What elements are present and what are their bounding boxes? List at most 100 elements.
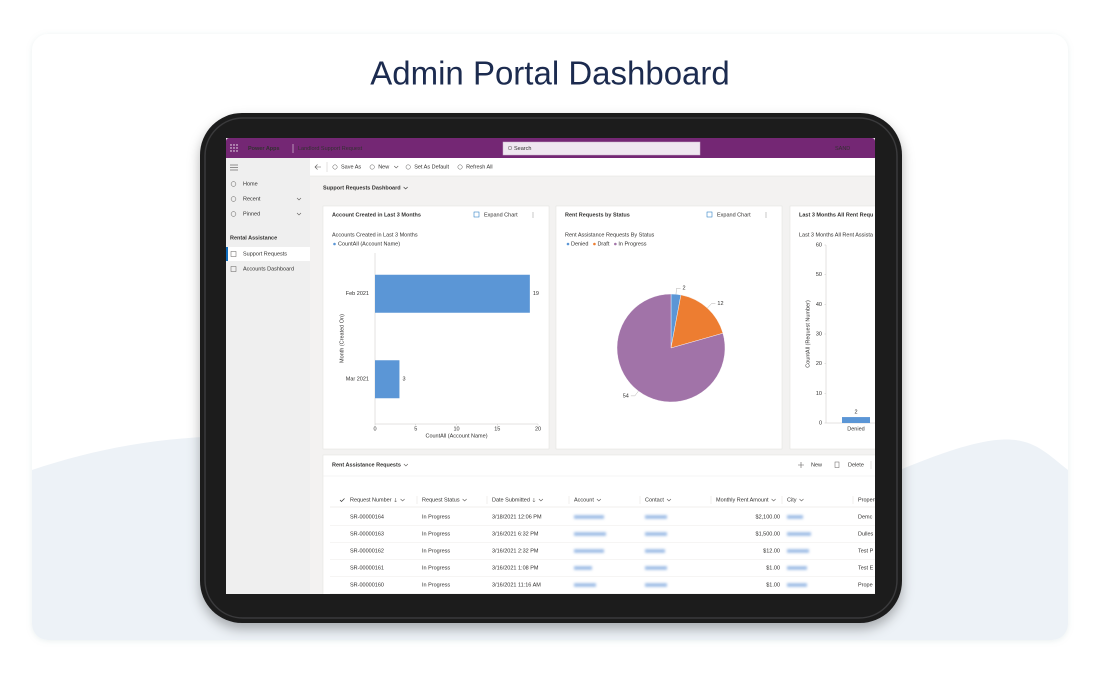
select-all-check[interactable]	[339, 498, 345, 502]
expand-chart[interactable]: Expand Chart	[717, 212, 751, 218]
y-tick-label: 50	[816, 272, 822, 278]
chart-subtitle: Rent Assistance Requests By Status	[565, 232, 655, 238]
delete-icon	[834, 461, 840, 468]
cell-property: Test P	[858, 548, 874, 554]
waffle-dot	[230, 144, 232, 146]
cell-status: In Progress	[422, 548, 450, 554]
cell-date: 3/18/2021 12:06 PM	[492, 514, 542, 520]
x-tick-label: 5	[414, 426, 417, 432]
grid-action[interactable]: Delete	[848, 462, 864, 468]
nav-item[interactable]: Recent	[243, 196, 261, 202]
cell-property: Test E	[858, 565, 874, 571]
legend-label: Draft	[597, 241, 609, 247]
x-tick-label: 0	[373, 426, 376, 432]
x-tick-label: 20	[535, 426, 541, 432]
toolbar-action[interactable]: New	[378, 164, 389, 170]
y-tick-label: 10	[816, 391, 822, 397]
chevron-icon	[400, 498, 405, 502]
chevron-icon	[296, 212, 302, 216]
column-header[interactable]: Contact	[645, 497, 664, 503]
cell-status: In Progress	[422, 565, 450, 571]
chevron-icon	[403, 463, 409, 467]
cell-date: 3/16/2021 2:32 PM	[492, 548, 539, 554]
x-tick-label: Denied	[847, 426, 864, 432]
back-arrow[interactable]	[314, 164, 321, 170]
blurred-cell	[645, 566, 667, 570]
y-tick-label: Feb 2021	[346, 291, 369, 297]
search-box[interactable]	[502, 141, 701, 156]
more-dot	[765, 214, 767, 216]
cell-status: In Progress	[422, 514, 450, 520]
nav-item[interactable]: Home	[243, 181, 258, 187]
nav-section-item[interactable]: Accounts Dashboard	[243, 266, 294, 272]
waffle-dot	[233, 147, 235, 149]
cell-request-number[interactable]: SR-00000162	[350, 548, 384, 554]
cell-date: 3/16/2021 6:32 PM	[492, 531, 539, 537]
chart-subtitle: Accounts Created in Last 3 Months	[332, 232, 418, 238]
chevron-icon	[666, 498, 672, 502]
waffle-dot	[236, 147, 238, 149]
cell-status: In Progress	[422, 582, 450, 588]
cell-rent: $1.00	[766, 565, 780, 571]
bar	[375, 274, 530, 313]
blurred-cell	[574, 532, 606, 536]
x-tick-label: 15	[494, 426, 500, 432]
leader-line	[630, 390, 639, 397]
column-header[interactable]: Request Status	[422, 497, 460, 503]
cell-property: Prope	[858, 582, 873, 588]
grid-action[interactable]: New	[811, 462, 822, 468]
expand-chart[interactable]: Expand Chart	[484, 212, 518, 218]
left-nav	[226, 158, 310, 594]
legend-dot	[593, 242, 596, 246]
blurred-cell	[787, 549, 809, 553]
column-header[interactable]: Account	[574, 497, 594, 503]
chevron-icon	[462, 498, 467, 502]
blurred-cell	[787, 566, 807, 570]
toolbar-action[interactable]: Save As	[341, 164, 361, 170]
pie-slice	[616, 293, 726, 403]
column-header[interactable]: Request Number	[350, 497, 392, 503]
toolbar-action[interactable]: Refresh All	[466, 164, 493, 170]
nav-icon	[230, 211, 237, 217]
column-header[interactable]: Propert	[858, 497, 877, 503]
cell-request-number[interactable]: SR-00000161	[350, 565, 384, 571]
cell-rent: $2,100.00	[756, 514, 780, 520]
more-dot	[532, 216, 534, 218]
leader-line	[707, 303, 716, 309]
y-axis-label: CountAll (Request Number)	[805, 300, 811, 368]
column-header[interactable]: City	[787, 497, 797, 503]
nav-icon	[230, 266, 237, 272]
more-dot	[765, 216, 767, 218]
page-title: Admin Portal Dashboard	[370, 55, 730, 92]
waffle-dot	[230, 147, 232, 149]
cell-rent: $1,500.00	[756, 531, 780, 537]
waffle-dot	[233, 150, 235, 152]
toolbar-icon	[332, 164, 338, 170]
bar	[842, 417, 870, 423]
nav-icon	[230, 196, 237, 202]
cell-request-number[interactable]: SR-00000160	[350, 582, 384, 588]
column-header[interactable]: Date Submitted	[492, 497, 530, 503]
app-brand: Power Apps	[248, 146, 280, 152]
x-axis-label: CountAll (Account Name)	[425, 433, 487, 439]
toolbar	[310, 158, 875, 176]
legend-dot	[614, 242, 617, 246]
app-name[interactable]: Landlord Support Request	[298, 146, 363, 152]
cell-request-number[interactable]: SR-00000164	[350, 514, 384, 520]
data-label: 2	[683, 286, 686, 292]
y-tick-label: 20	[816, 361, 822, 367]
nav-item[interactable]: Pinned	[243, 211, 260, 217]
nav-section-item[interactable]: Support Requests	[243, 251, 287, 257]
search-icon	[507, 145, 513, 151]
nav-section: Rental Assistance	[230, 235, 277, 241]
cell-request-number[interactable]: SR-00000163	[350, 531, 384, 537]
legend-dot	[333, 242, 336, 246]
toolbar-action[interactable]: Set As Default	[414, 164, 449, 170]
blurred-cell	[645, 583, 667, 587]
column-header[interactable]: Monthly Rent Amount	[716, 497, 769, 503]
more-dot	[765, 212, 767, 214]
nav-selected-bar	[226, 247, 228, 261]
more-dot	[532, 214, 534, 216]
